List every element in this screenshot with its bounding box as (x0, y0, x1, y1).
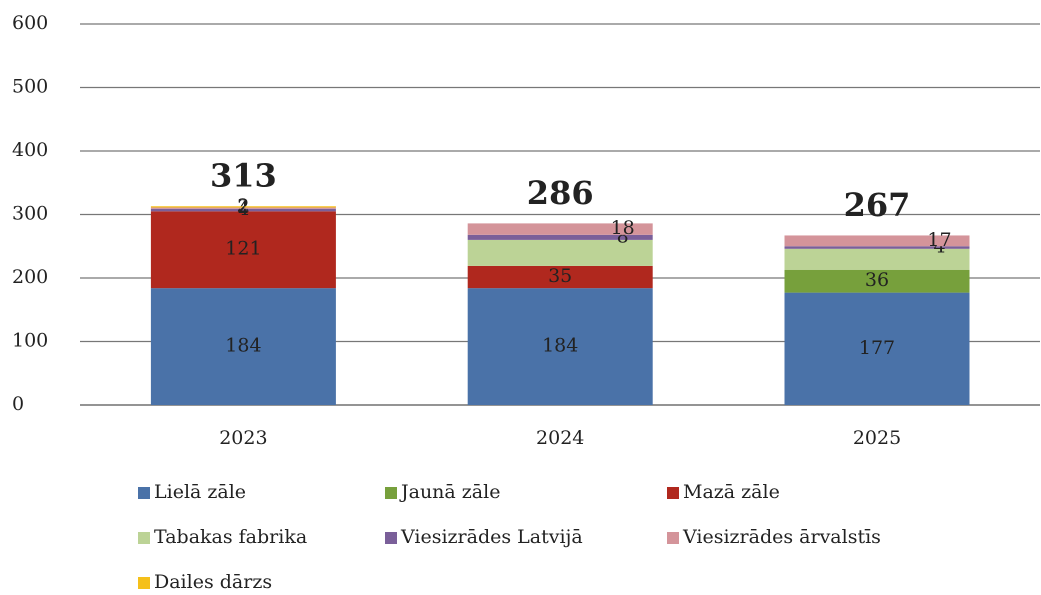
bar-segment (784, 248, 970, 270)
bar-segment (150, 208, 336, 212)
data-label: 18 (611, 217, 635, 239)
legend-item: Viesizrādes Latvijā (385, 526, 583, 548)
legend-label: Viesizrādes ārvalstīs (682, 526, 881, 548)
data-label: 17 (927, 229, 951, 251)
legend-label: Tabakas fabrika (154, 526, 307, 548)
data-label: 121 (225, 238, 261, 260)
x-tick-label: 2023 (219, 427, 267, 449)
legend-item: Dailes dārzs (138, 571, 272, 593)
bar-segment (784, 235, 970, 247)
y-tick-label: 400 (12, 139, 48, 161)
total-label: 313 (210, 157, 277, 195)
y-tick-label: 500 (12, 76, 48, 98)
bar-segment (467, 234, 653, 240)
bar-segment (467, 265, 653, 289)
data-label: 4 (237, 198, 249, 220)
legend-swatch (385, 487, 397, 499)
legend-swatch (667, 487, 679, 499)
y-tick-label: 200 (12, 266, 48, 288)
data-label: 35 (548, 265, 572, 287)
x-tick-label: 2025 (853, 427, 901, 449)
legend-item: Viesizrādes ārvalstīs (667, 526, 881, 548)
data-label: 36 (865, 269, 889, 291)
bar-segment (784, 269, 970, 293)
total-label: 267 (844, 186, 911, 224)
data-label: 184 (542, 335, 578, 357)
legend-label: Dailes dārzs (154, 571, 272, 593)
bar-segment (467, 239, 653, 266)
legend-label: Jaunā zāle (399, 481, 500, 503)
legend-swatch (667, 532, 679, 544)
total-label: 286 (527, 174, 594, 212)
bar-segment (150, 207, 336, 209)
bar-segment (150, 288, 336, 405)
data-label: 184 (225, 335, 261, 357)
legend-label: Viesizrādes Latvijā (400, 526, 583, 548)
bar-segment (784, 246, 970, 249)
bar-segment (467, 223, 653, 235)
data-label: 177 (859, 337, 895, 359)
legend-item: Lielā zāle (138, 481, 246, 503)
data-label: 2 (237, 195, 249, 217)
legend-label: Lielā zāle (154, 481, 246, 503)
legend-swatch (138, 487, 150, 499)
y-tick-label: 0 (12, 393, 24, 415)
legend-item: Tabakas fabrika (138, 526, 307, 548)
y-tick-label: 100 (12, 330, 48, 352)
x-tick-label: 2024 (536, 427, 584, 449)
bar-segment (150, 211, 336, 289)
legend-swatch (385, 532, 397, 544)
bar-segment (784, 292, 970, 405)
y-tick-label: 300 (12, 203, 48, 225)
legend-item: Mazā zāle (667, 481, 780, 503)
y-tick-label: 600 (12, 12, 48, 34)
bar-segment (467, 288, 653, 405)
legend-swatch (138, 532, 150, 544)
legend-item: Jaunā zāle (385, 481, 500, 503)
legend-swatch (138, 577, 150, 589)
bar-segment (150, 206, 336, 208)
legend-label: Mazā zāle (683, 481, 780, 503)
